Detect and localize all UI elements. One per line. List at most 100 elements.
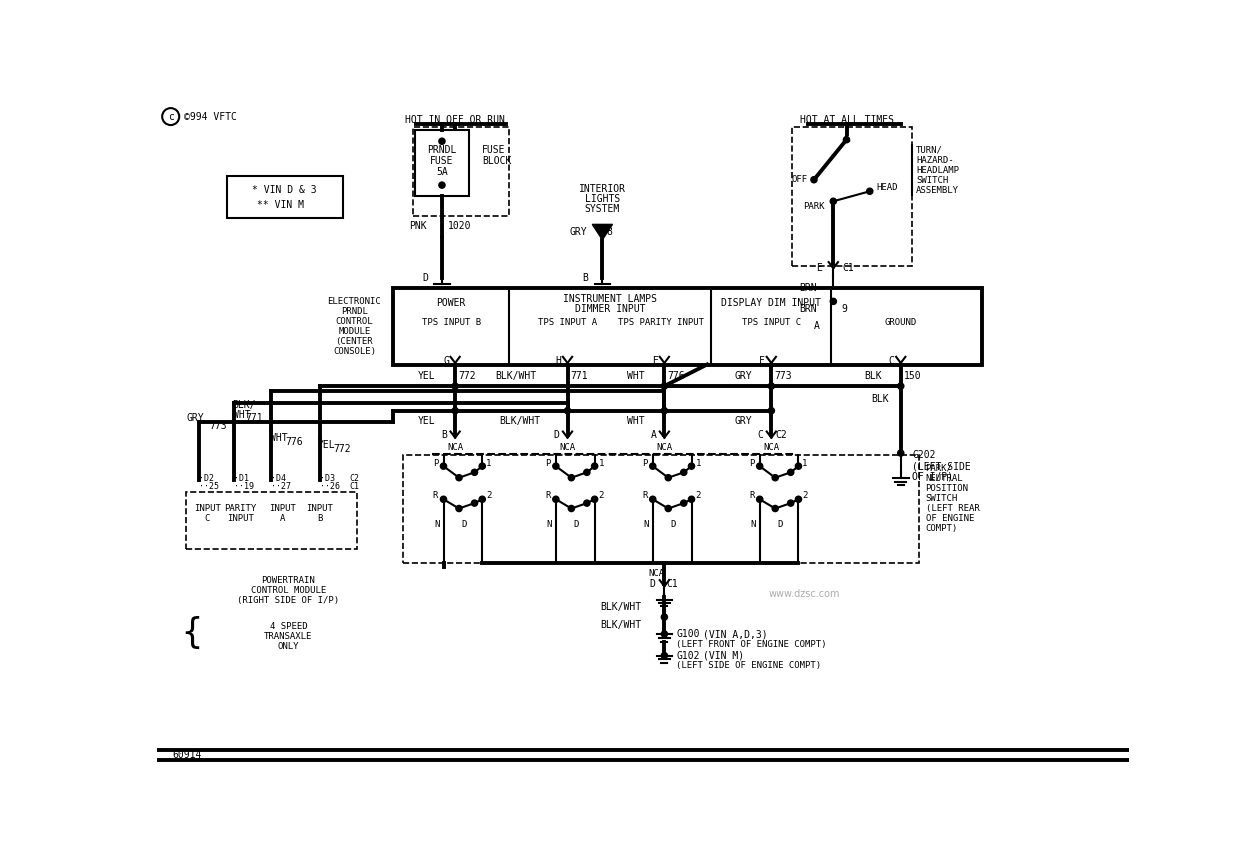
Text: POSITION: POSITION	[925, 484, 968, 493]
Text: B: B	[583, 273, 588, 283]
Circle shape	[756, 496, 762, 502]
Text: YEL: YEL	[418, 416, 435, 425]
Circle shape	[772, 505, 779, 512]
Text: C: C	[889, 356, 894, 366]
Text: PARK/: PARK/	[925, 464, 953, 473]
Text: D: D	[423, 273, 428, 283]
Text: A: A	[814, 321, 819, 331]
Text: NCA: NCA	[656, 443, 672, 452]
Text: C1: C1	[843, 264, 854, 273]
Text: COMPT): COMPT)	[925, 524, 958, 533]
Text: 776: 776	[286, 437, 303, 447]
Circle shape	[451, 407, 458, 413]
Text: PNK: PNK	[409, 221, 426, 231]
Bar	[393, 288, 982, 365]
Text: D: D	[650, 579, 655, 589]
Text: BLK/: BLK/	[233, 401, 256, 410]
Circle shape	[661, 407, 667, 413]
Text: C2: C2	[349, 474, 359, 483]
Circle shape	[553, 496, 559, 502]
Circle shape	[661, 383, 667, 389]
Text: A: A	[651, 431, 657, 440]
Text: D: D	[777, 520, 782, 529]
Text: c: c	[168, 111, 173, 122]
Text: P: P	[749, 459, 754, 467]
Text: GRY: GRY	[569, 227, 587, 237]
Circle shape	[795, 463, 801, 469]
Text: GRY: GRY	[735, 416, 752, 425]
Text: 1020: 1020	[448, 221, 470, 231]
Circle shape	[830, 298, 836, 305]
Circle shape	[553, 463, 559, 469]
Text: G100: G100	[676, 629, 700, 639]
Circle shape	[898, 383, 904, 389]
Text: NCA: NCA	[764, 443, 780, 452]
Text: ··19: ··19	[234, 482, 255, 490]
Text: INTERIOR: INTERIOR	[579, 184, 626, 194]
Text: INPUT: INPUT	[227, 514, 253, 523]
Circle shape	[681, 500, 687, 506]
Text: WHT: WHT	[270, 432, 287, 443]
Text: R: R	[642, 491, 647, 500]
Text: 2: 2	[598, 491, 604, 500]
Text: NCA: NCA	[648, 569, 665, 579]
Text: C1: C1	[349, 482, 359, 490]
Circle shape	[568, 505, 574, 512]
Text: F: F	[759, 356, 765, 366]
Text: E: E	[816, 264, 821, 273]
Text: SWITCH: SWITCH	[917, 176, 948, 185]
Circle shape	[584, 500, 589, 506]
Text: WHT: WHT	[627, 416, 645, 425]
Text: N: N	[643, 520, 648, 529]
Text: 771: 771	[245, 413, 263, 424]
Text: * VIN D & 3: * VIN D & 3	[252, 185, 317, 194]
Circle shape	[830, 199, 836, 205]
Text: (VIN A,D,3): (VIN A,D,3)	[703, 629, 767, 639]
Text: ©994 VFTC: ©994 VFTC	[184, 111, 237, 122]
Text: ·D2: ·D2	[199, 474, 214, 483]
Text: 5A: 5A	[436, 167, 448, 177]
Text: PRNDL: PRNDL	[428, 146, 456, 156]
Text: C: C	[204, 514, 209, 523]
Bar	[227, 175, 342, 218]
Circle shape	[867, 188, 873, 194]
Text: BLK/WHT: BLK/WHT	[599, 602, 641, 612]
Circle shape	[650, 496, 656, 502]
Text: D: D	[461, 520, 466, 529]
Text: SWITCH: SWITCH	[925, 494, 958, 503]
Text: TPS INPUT A: TPS INPUT A	[538, 318, 597, 327]
Text: WHT: WHT	[233, 409, 251, 419]
Text: 1: 1	[487, 459, 492, 467]
Text: 60914: 60914	[172, 750, 202, 760]
Text: OFF: OFF	[791, 175, 808, 184]
Text: CONSOLE): CONSOLE)	[332, 347, 376, 356]
Circle shape	[456, 474, 463, 481]
Text: CONTROL MODULE: CONTROL MODULE	[251, 586, 326, 595]
Text: G102: G102	[676, 651, 700, 661]
Text: P: P	[433, 459, 438, 467]
Text: YEL: YEL	[418, 371, 435, 381]
Circle shape	[661, 652, 667, 658]
Text: (LEFT SIDE OF ENGINE COMPT): (LEFT SIDE OF ENGINE COMPT)	[676, 661, 821, 670]
Bar	[404, 455, 919, 563]
Text: A: A	[280, 514, 285, 523]
Text: H: H	[556, 356, 562, 366]
Text: C: C	[757, 431, 764, 440]
Text: BLK: BLK	[872, 394, 889, 404]
Text: BLK/WHT: BLK/WHT	[499, 416, 540, 425]
Text: HOT IN OFF OR RUN: HOT IN OFF OR RUN	[405, 115, 505, 125]
Text: PARK: PARK	[804, 202, 825, 211]
Text: {: {	[181, 616, 202, 651]
Text: G: G	[443, 356, 449, 366]
Text: R: R	[433, 491, 438, 500]
Text: INPUT: INPUT	[193, 504, 221, 513]
Circle shape	[844, 137, 850, 143]
Text: (CENTER: (CENTER	[336, 337, 374, 346]
Text: 2: 2	[696, 491, 701, 500]
Circle shape	[665, 474, 671, 481]
Text: SYSTEM: SYSTEM	[584, 204, 619, 214]
Text: INSTRUMENT LAMPS: INSTRUMENT LAMPS	[563, 294, 657, 304]
Text: TURN/: TURN/	[917, 146, 943, 155]
Text: BRN: BRN	[800, 282, 818, 293]
Circle shape	[772, 474, 779, 481]
